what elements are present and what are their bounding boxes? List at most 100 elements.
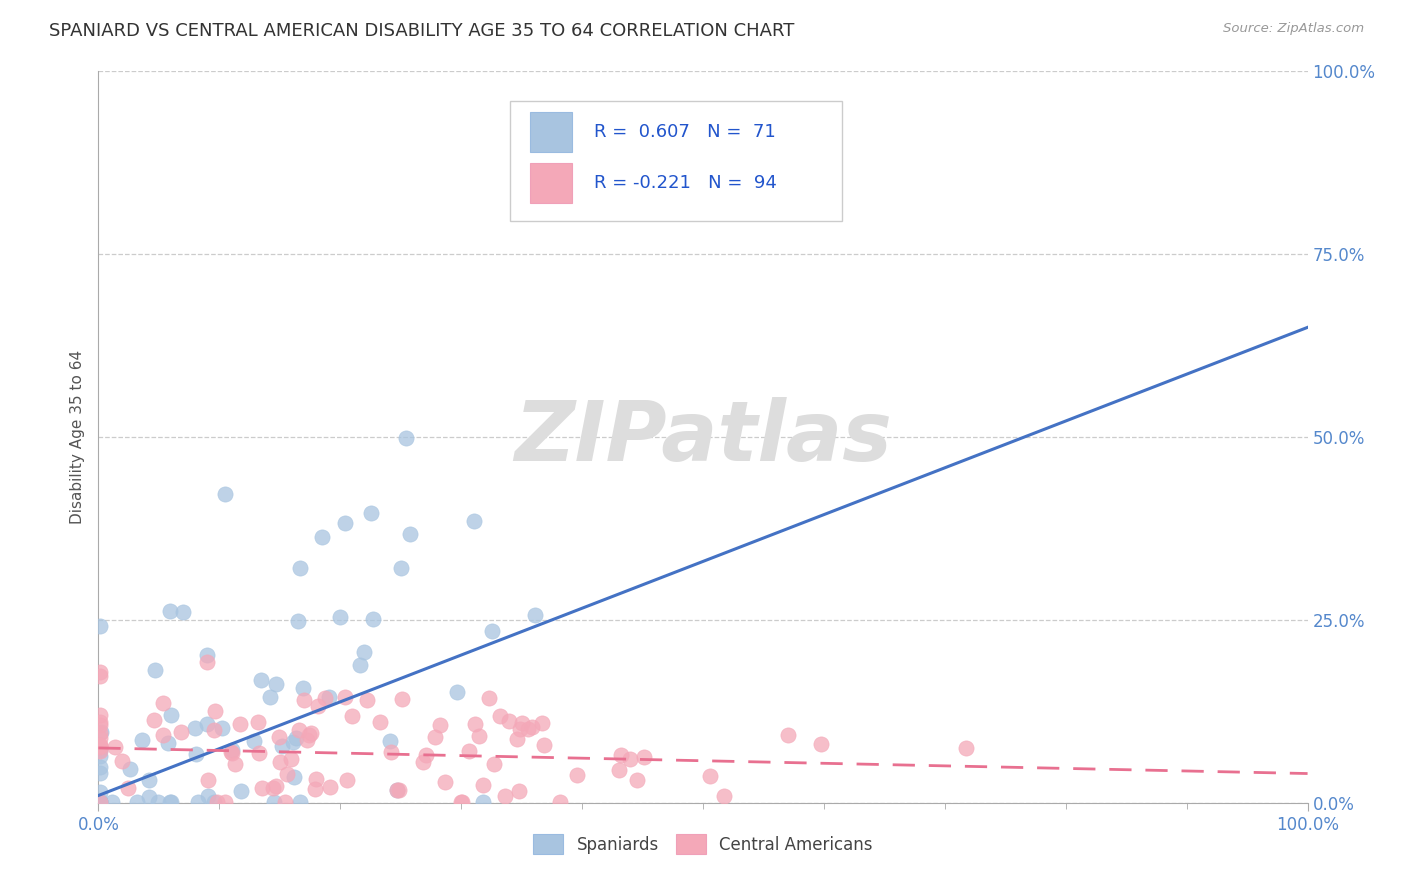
Point — [89, 795, 111, 809]
Point — [247, 746, 270, 760]
Point — [152, 697, 174, 711]
Point — [224, 756, 246, 771]
Point — [394, 431, 416, 445]
Point — [318, 690, 340, 704]
Point — [89, 785, 111, 799]
Point — [250, 780, 273, 795]
Point — [266, 677, 288, 691]
Text: Source: ZipAtlas.com: Source: ZipAtlas.com — [1223, 22, 1364, 36]
Point — [509, 722, 531, 736]
Point — [195, 648, 218, 663]
Point — [340, 709, 363, 723]
Point — [423, 730, 446, 744]
Point — [243, 733, 266, 747]
Point — [143, 663, 166, 677]
Point — [187, 795, 209, 809]
Text: R =  0.607   N =  71: R = 0.607 N = 71 — [595, 123, 776, 141]
Point — [89, 795, 111, 809]
Text: R = -0.221   N =  94: R = -0.221 N = 94 — [595, 174, 778, 192]
Point — [219, 745, 242, 759]
Point — [609, 747, 631, 762]
Point — [117, 781, 139, 796]
Point — [281, 735, 304, 749]
Point — [380, 745, 402, 759]
Point — [159, 604, 181, 618]
Point — [288, 723, 311, 738]
Point — [263, 795, 285, 809]
Point — [276, 767, 298, 781]
Point — [197, 772, 219, 787]
Point — [89, 795, 111, 809]
Point — [522, 720, 544, 734]
Point — [267, 731, 290, 745]
Point — [89, 795, 111, 809]
Point — [468, 729, 491, 743]
Point — [619, 752, 641, 766]
Point — [159, 795, 181, 809]
Point — [172, 605, 194, 619]
Point — [319, 780, 342, 795]
Point — [211, 721, 233, 735]
Point — [508, 784, 530, 798]
Point — [214, 795, 236, 809]
Point — [89, 739, 111, 754]
Point — [89, 744, 111, 758]
Point — [360, 506, 382, 520]
Point — [481, 624, 503, 638]
Point — [103, 740, 125, 755]
Point — [776, 728, 799, 742]
Point — [335, 516, 357, 531]
Point — [228, 717, 250, 731]
Point — [287, 614, 309, 628]
Point — [304, 781, 326, 796]
Point — [506, 732, 529, 747]
Point — [159, 707, 181, 722]
Point — [283, 770, 305, 784]
Point — [274, 795, 297, 809]
Point — [284, 731, 307, 746]
Point — [152, 729, 174, 743]
Point — [295, 732, 318, 747]
Point — [120, 763, 142, 777]
Point — [90, 724, 112, 739]
Point — [89, 795, 111, 809]
Point — [415, 747, 437, 762]
Point — [247, 715, 270, 730]
Point — [494, 789, 516, 804]
Point — [89, 619, 111, 633]
Point — [498, 714, 520, 729]
Point — [335, 690, 357, 704]
Point — [299, 725, 322, 739]
Point — [530, 715, 553, 730]
Point — [385, 783, 408, 797]
Point — [89, 718, 111, 732]
Point — [89, 749, 111, 764]
Point — [184, 721, 207, 735]
Point — [131, 732, 153, 747]
Point — [89, 795, 111, 809]
Point — [311, 530, 333, 544]
Point — [353, 645, 375, 659]
Point — [391, 691, 413, 706]
Point — [533, 738, 555, 752]
Point — [280, 752, 302, 766]
Point — [378, 734, 401, 748]
Point — [89, 765, 111, 780]
Point — [349, 658, 371, 673]
Point — [368, 715, 391, 730]
Point — [607, 763, 630, 777]
Point — [356, 693, 378, 707]
Point — [89, 795, 111, 809]
Point — [89, 665, 111, 679]
Point — [89, 708, 111, 723]
Point — [202, 795, 225, 809]
Point — [290, 561, 312, 575]
Point — [955, 740, 977, 755]
Point — [388, 783, 411, 797]
Y-axis label: Disability Age 35 to 64: Disability Age 35 to 64 — [69, 350, 84, 524]
Point — [202, 723, 225, 737]
Point — [89, 731, 111, 745]
Point — [471, 795, 494, 809]
FancyBboxPatch shape — [509, 101, 842, 221]
Point — [269, 756, 291, 770]
